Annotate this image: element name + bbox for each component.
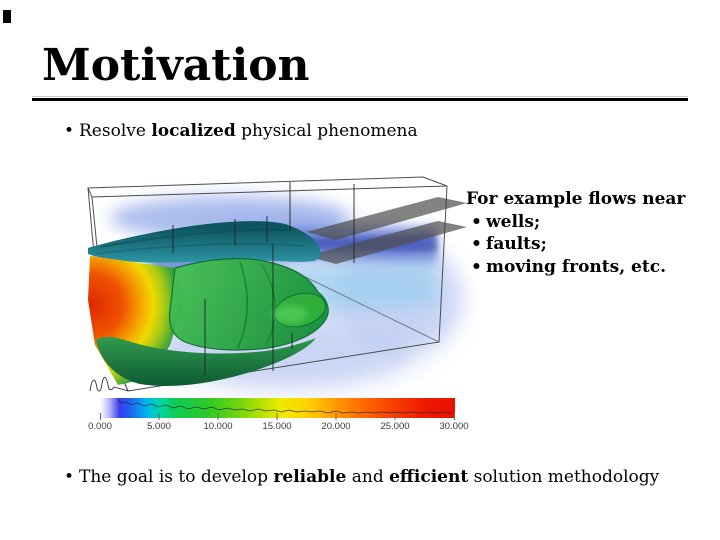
bullet-icon: • [471, 256, 482, 277]
bullet-icon: • [64, 121, 75, 141]
side-note-item-label: faults; [486, 234, 547, 254]
bullet-text-normal: physical phenomena [235, 121, 418, 141]
isosurface-green-blob [168, 258, 329, 351]
bullet-text-emphasis: reliable [273, 467, 347, 487]
bullet-text-normal: Resolve [79, 121, 152, 141]
bullet-text-normal: The goal is to develop [79, 467, 274, 487]
colorbar-ticks [100, 413, 455, 420]
colorbar-label: 25.000 [380, 421, 410, 432]
side-note-item: • moving fronts, etc. [466, 256, 685, 279]
title-rule-shadow [32, 96, 688, 97]
bullet-icon: • [64, 467, 75, 487]
colorbar-spectrum-curve [117, 398, 452, 414]
isosurface-teal-top [88, 221, 321, 263]
side-note-heading: For example flows near [466, 189, 686, 209]
gray-planes [306, 197, 467, 264]
bullet-goal: • The goal is to develop reliable and eff… [64, 466, 659, 488]
corner-squiggle [89, 376, 129, 392]
gray-plane-upper [306, 197, 467, 240]
gray-plane-lower [306, 221, 467, 264]
colorbar [100, 398, 455, 418]
bullet-text-emphasis: efficient [389, 467, 469, 487]
side-note-item-label: moving fronts, etc. [486, 256, 666, 277]
colorbar-label: 5.000 [147, 421, 171, 432]
bullet-text-emphasis: localized [151, 121, 236, 141]
bullet-icon: • [471, 211, 482, 232]
colorbar-labels: 0.000 5.000 10.000 15.000 20.000 25.000 … [88, 421, 468, 433]
colorbar-label: 20.000 [321, 421, 351, 432]
bullet-icon: • [471, 234, 482, 254]
side-note-item: • faults; [466, 233, 685, 256]
isosurface-body [88, 221, 329, 386]
corner-tab-decoration [3, 10, 11, 23]
slide-title: Motivation [42, 40, 310, 91]
simulation-figure [87, 176, 467, 392]
colorbar-label: 0.000 [88, 421, 112, 432]
colorbar-label: 10.000 [203, 421, 233, 432]
bullet-text-normal: solution methodology [468, 467, 660, 487]
title-rule [32, 98, 688, 101]
bullet-text-normal: and [346, 467, 390, 487]
grid-lines [172, 182, 355, 375]
side-note: For example flows near • wells; • faults; … [466, 188, 685, 278]
bullet-resolve: • Resolve localized physical phenomena [64, 120, 418, 142]
colorbar-label: 30.000 [439, 421, 469, 432]
colorbar-label: 15.000 [262, 421, 292, 432]
isosurface-bottom-skirt [96, 337, 316, 386]
side-note-item-label: wells; [486, 211, 541, 232]
side-note-item: • wells; [466, 211, 685, 234]
colorbar-overlay [100, 398, 455, 420]
